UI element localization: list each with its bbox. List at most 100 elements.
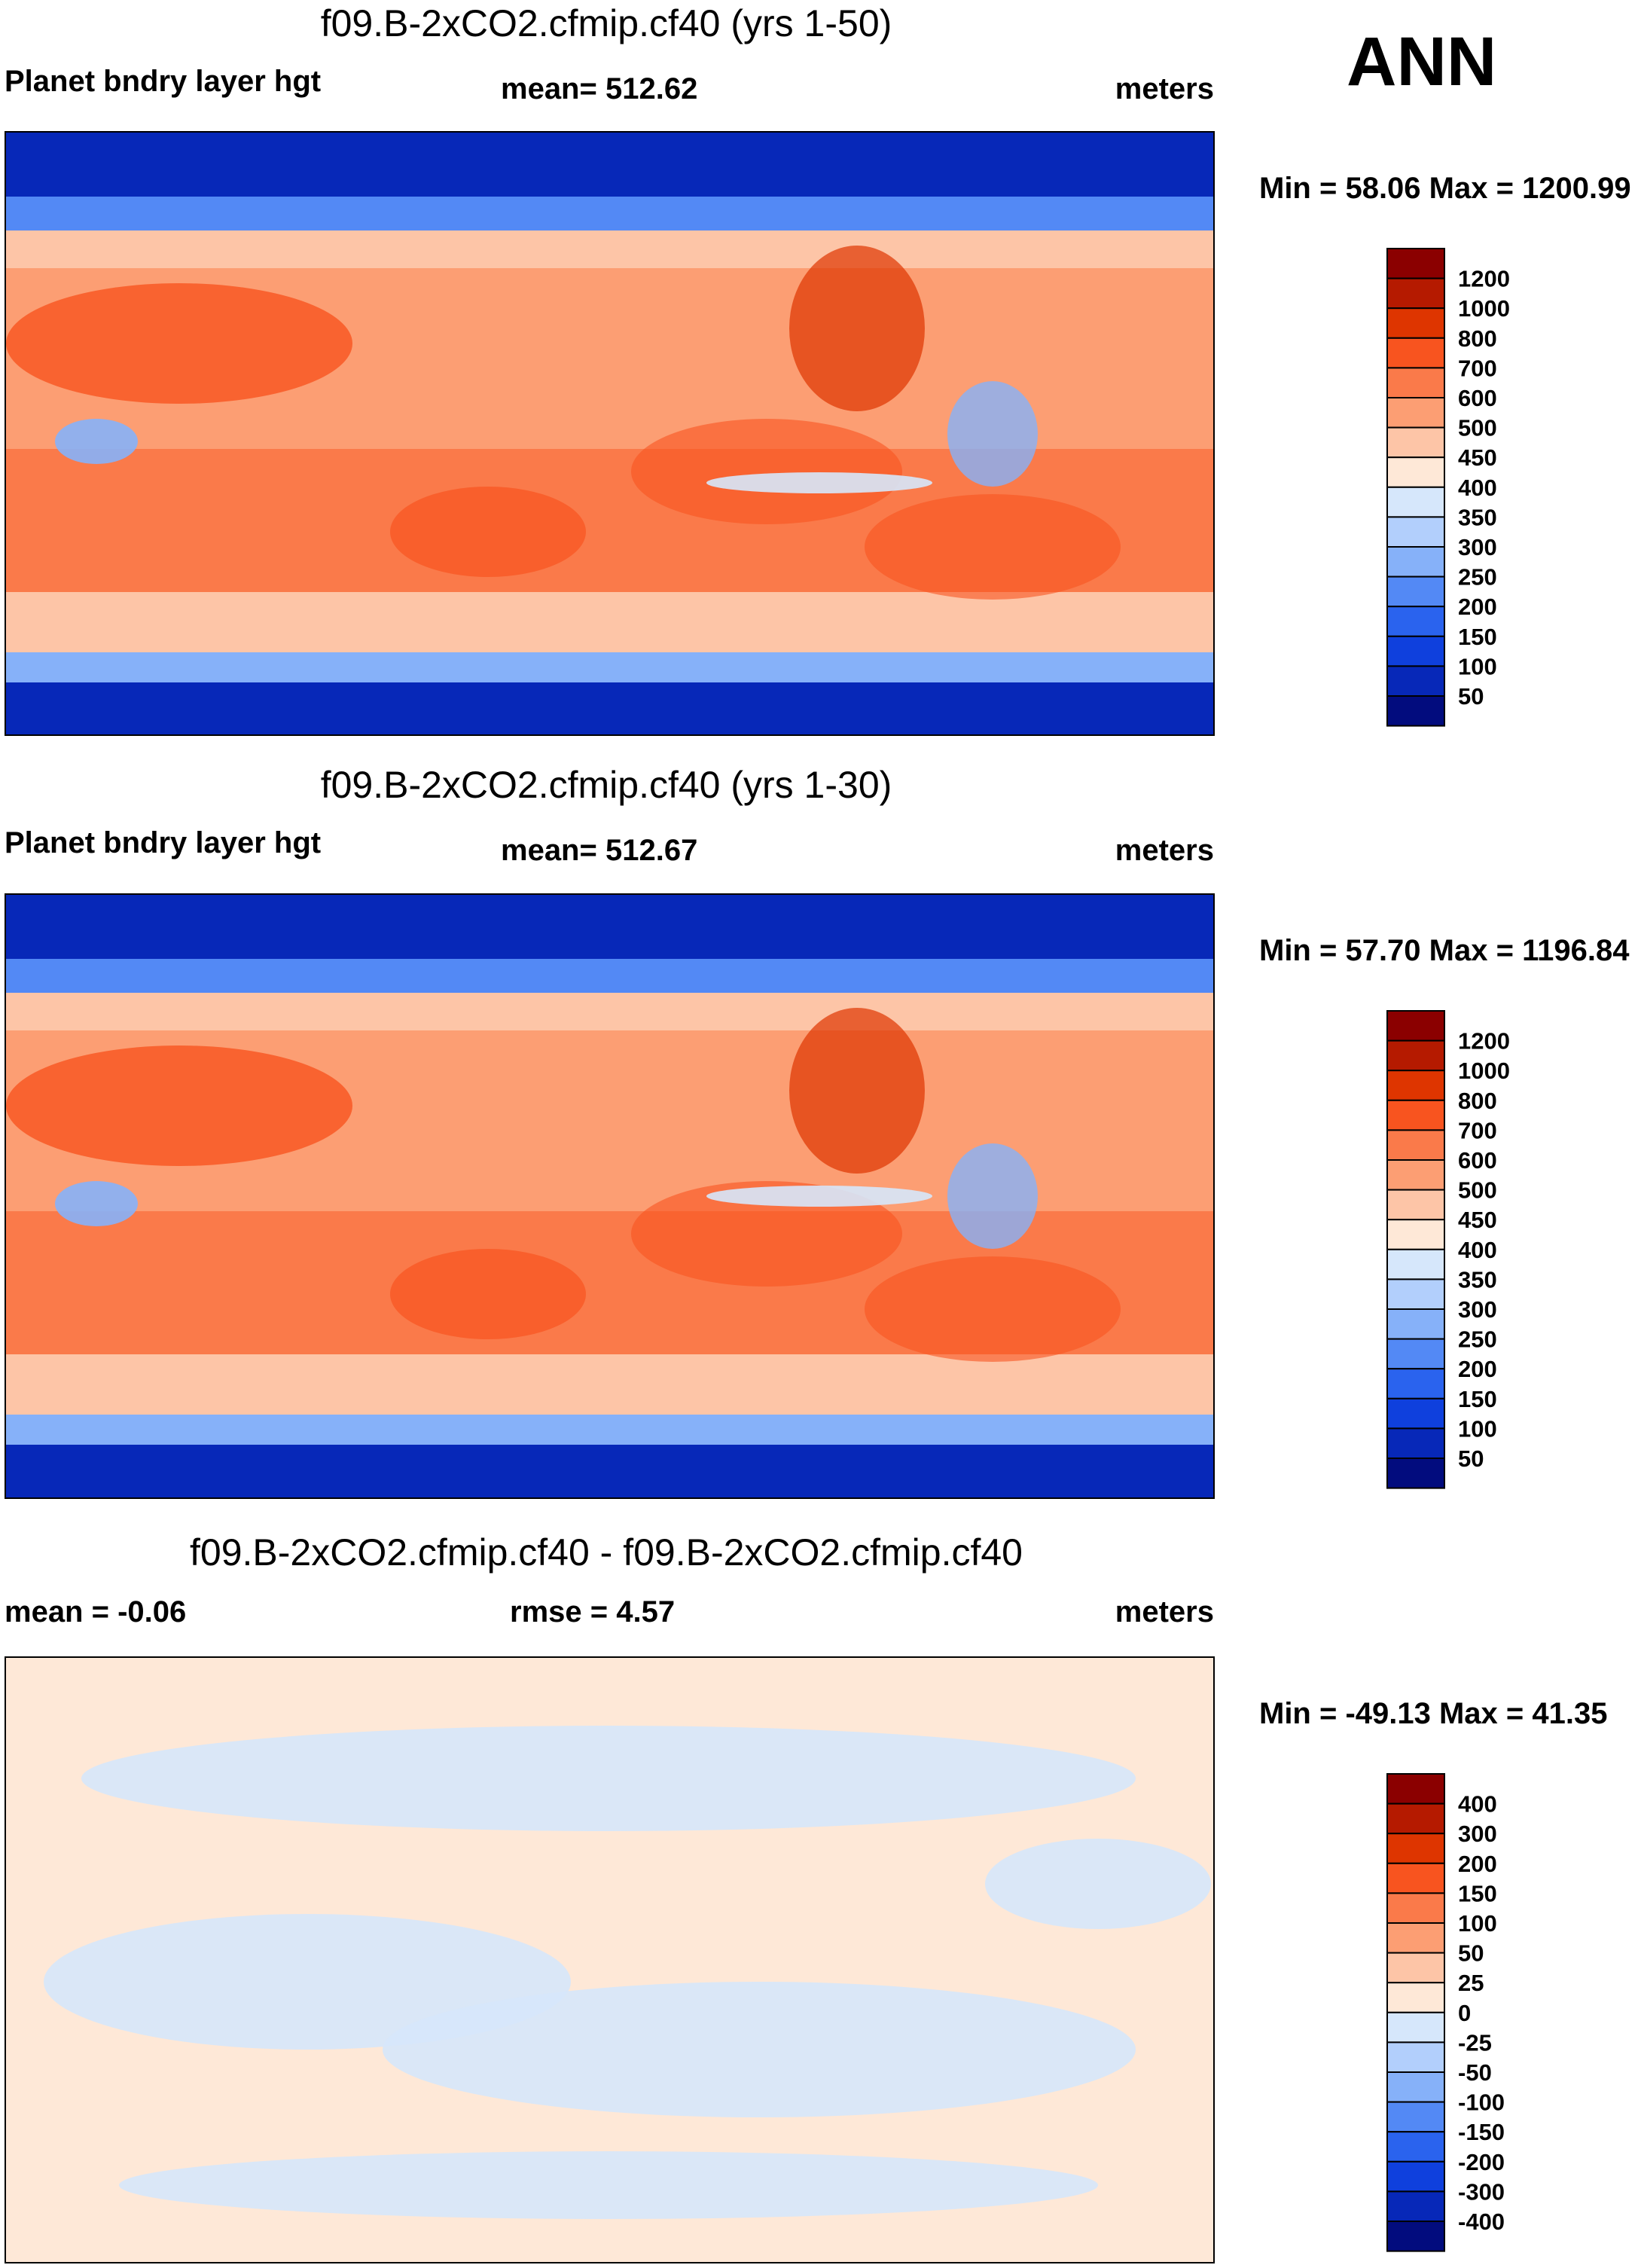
panel-2-map-field	[6, 895, 1213, 1497]
panel-1-variable-label: Planet bndry layer hgt	[5, 65, 322, 98]
colorbar-swatch	[1386, 2131, 1445, 2163]
colorbar-swatch	[1386, 397, 1445, 429]
colorbar-swatch	[1386, 1773, 1445, 1805]
panel-2-minmax: Min = 57.70 Max = 1196.84	[1259, 934, 1630, 967]
panel-1-mean-label: mean= 512.62	[501, 72, 698, 105]
panel-3-units-label: meters	[1115, 1595, 1214, 1629]
colorbar-swatch	[1386, 1458, 1445, 1489]
colorbar-swatch	[1386, 307, 1445, 339]
colorbar-tick-label: 450	[1458, 1207, 1497, 1233]
colorbar-tick-label: 1000	[1458, 295, 1510, 322]
colorbar-tick-label: 100	[1458, 1415, 1497, 1442]
colorbar-swatch	[1386, 1397, 1445, 1430]
colorbar-tick-label: 800	[1458, 1088, 1497, 1114]
colorbar-tick-label: -25	[1458, 2029, 1492, 2056]
colorbar-tick-label: 700	[1458, 355, 1497, 381]
panel-1-title: f09.B-2xCO2.cfmip.cf40 (yrs 1-50)	[320, 2, 892, 44]
panel-1-colorbar: 1200 1000 800 700 600 500 450 400 350 300 250 200 15…	[1386, 247, 1612, 729]
colorbar-tick-label: 600	[1458, 1147, 1497, 1174]
colorbar-tick-label: 250	[1458, 564, 1497, 591]
colorbar-swatch	[1386, 337, 1445, 369]
colorbar-tick-label: 400	[1458, 475, 1497, 501]
colorbar-tick-label: -50	[1458, 2059, 1492, 2086]
colorbar-swatch	[1386, 1922, 1445, 1954]
colorbar-swatch	[1386, 426, 1445, 459]
panel-2-map	[5, 893, 1215, 1499]
panel-3-rmse-label: rmse = 4.57	[510, 1595, 676, 1629]
colorbar-swatch	[1386, 367, 1445, 398]
colorbar-tick-label: 400	[1458, 1237, 1497, 1263]
colorbar-tick-label: 100	[1458, 653, 1497, 679]
colorbar-tick-label: 1200	[1458, 1028, 1510, 1055]
colorbar-swatch	[1386, 1368, 1445, 1400]
colorbar-swatch	[1386, 2011, 1445, 2044]
colorbar-swatch	[1386, 2041, 1445, 2073]
season-label: ANN	[1347, 23, 1497, 100]
panel-1-colorbar-svg: 1200 1000 800 700 600 500 450 400 350 300 250 200 15…	[1386, 248, 1510, 727]
colorbar-tick-label: 500	[1458, 415, 1497, 441]
panel-1-map	[5, 131, 1215, 736]
colorbar-swatch	[1386, 1010, 1445, 1042]
colorbar-swatch	[1386, 1129, 1445, 1161]
colorbar-swatch	[1386, 1862, 1445, 1894]
colorbar-tick-label: 100	[1458, 1910, 1497, 1937]
colorbar-swatch	[1386, 1338, 1445, 1370]
colorbar-swatch	[1386, 2071, 1445, 2103]
colorbar-tick-label: 1000	[1458, 1058, 1510, 1084]
colorbar-tick-label: 50	[1458, 1940, 1484, 1967]
colorbar-swatch	[1386, 1802, 1445, 1835]
colorbar-swatch	[1386, 1039, 1445, 1072]
colorbar-tick-label: 350	[1458, 1266, 1497, 1293]
colorbar-tick-label: -300	[1458, 2178, 1505, 2205]
panel-3-colorbar: 400 300 200 150 100 50 25 0 -25 -50 -100 -150 -200 -3…	[1386, 1772, 1612, 2254]
colorbar-tick-label: 600	[1458, 385, 1497, 411]
panel-2-units-label: meters	[1115, 834, 1214, 867]
colorbar-tick-label: -200	[1458, 2149, 1505, 2175]
colorbar-swatch	[1386, 1219, 1445, 1250]
colorbar-tick-label: 200	[1458, 594, 1497, 620]
panel-2-mean-label: mean= 512.67	[501, 834, 698, 867]
panel-2-colorbar-svg: 1200 1000 800 700 600 500 450 400 350 300 250 200 15…	[1386, 1010, 1510, 1489]
colorbar-tick-label: 500	[1458, 1177, 1497, 1204]
colorbar-tick-label: 1200	[1458, 266, 1510, 292]
colorbar-swatch	[1386, 575, 1445, 608]
colorbar-swatch	[1386, 248, 1445, 279]
colorbar-tick-label: 300	[1458, 534, 1497, 560]
colorbar-tick-label: 150	[1458, 1386, 1497, 1412]
colorbar-tick-label: 150	[1458, 1880, 1497, 1906]
colorbar-tick-label: -100	[1458, 2089, 1505, 2116]
panel-1-units-label: meters	[1115, 72, 1214, 105]
colorbar-tick-label: 50	[1458, 683, 1484, 710]
colorbar-tick-label: 50	[1458, 1445, 1484, 1472]
panel-2-title: f09.B-2xCO2.cfmip.cf40 (yrs 1-30)	[320, 764, 892, 806]
colorbar-swatch	[1386, 456, 1445, 488]
colorbar-swatch	[1386, 277, 1445, 310]
panel-3-map-field	[6, 1658, 1213, 2262]
colorbar-swatch	[1386, 1278, 1445, 1310]
colorbar-swatch	[1386, 606, 1445, 637]
colorbar-tick-label: 700	[1458, 1117, 1497, 1143]
colorbar-swatch	[1386, 1952, 1445, 1984]
panel-3-colorbar-svg: 400 300 200 150 100 50 25 0 -25 -50 -100 -150 -200 -3…	[1386, 1773, 1505, 2252]
colorbar-swatch	[1386, 1189, 1445, 1221]
colorbar-tick-label: 450	[1458, 444, 1497, 471]
colorbar-tick-label: 800	[1458, 325, 1497, 352]
panel-1-map-field	[6, 133, 1213, 734]
panel-3-map	[5, 1656, 1215, 2263]
colorbar-swatch	[1386, 1099, 1445, 1131]
colorbar-swatch	[1386, 2221, 1445, 2252]
colorbar-tick-label: 300	[1458, 1296, 1497, 1323]
colorbar-swatch	[1386, 695, 1445, 727]
panel-3-title: f09.B-2xCO2.cfmip.cf40 - f09.B-2xCO2.cfm…	[190, 1531, 1023, 1574]
panel-3-mean-label: mean = -0.06	[5, 1595, 187, 1629]
colorbar-tick-label: 250	[1458, 1326, 1497, 1353]
colorbar-swatch	[1386, 1892, 1445, 1924]
colorbar-swatch	[1386, 546, 1445, 578]
colorbar-swatch	[1386, 1248, 1445, 1281]
colorbar-tick-label: -400	[1458, 2208, 1505, 2235]
colorbar-swatch	[1386, 1427, 1445, 1460]
panel-2-colorbar: 1200 1000 800 700 600 500 450 400 350 300 250 200 15…	[1386, 1009, 1612, 1491]
colorbar-tick-label: 0	[1458, 2000, 1471, 2026]
colorbar-swatch	[1386, 486, 1445, 518]
colorbar-swatch	[1386, 1308, 1445, 1340]
